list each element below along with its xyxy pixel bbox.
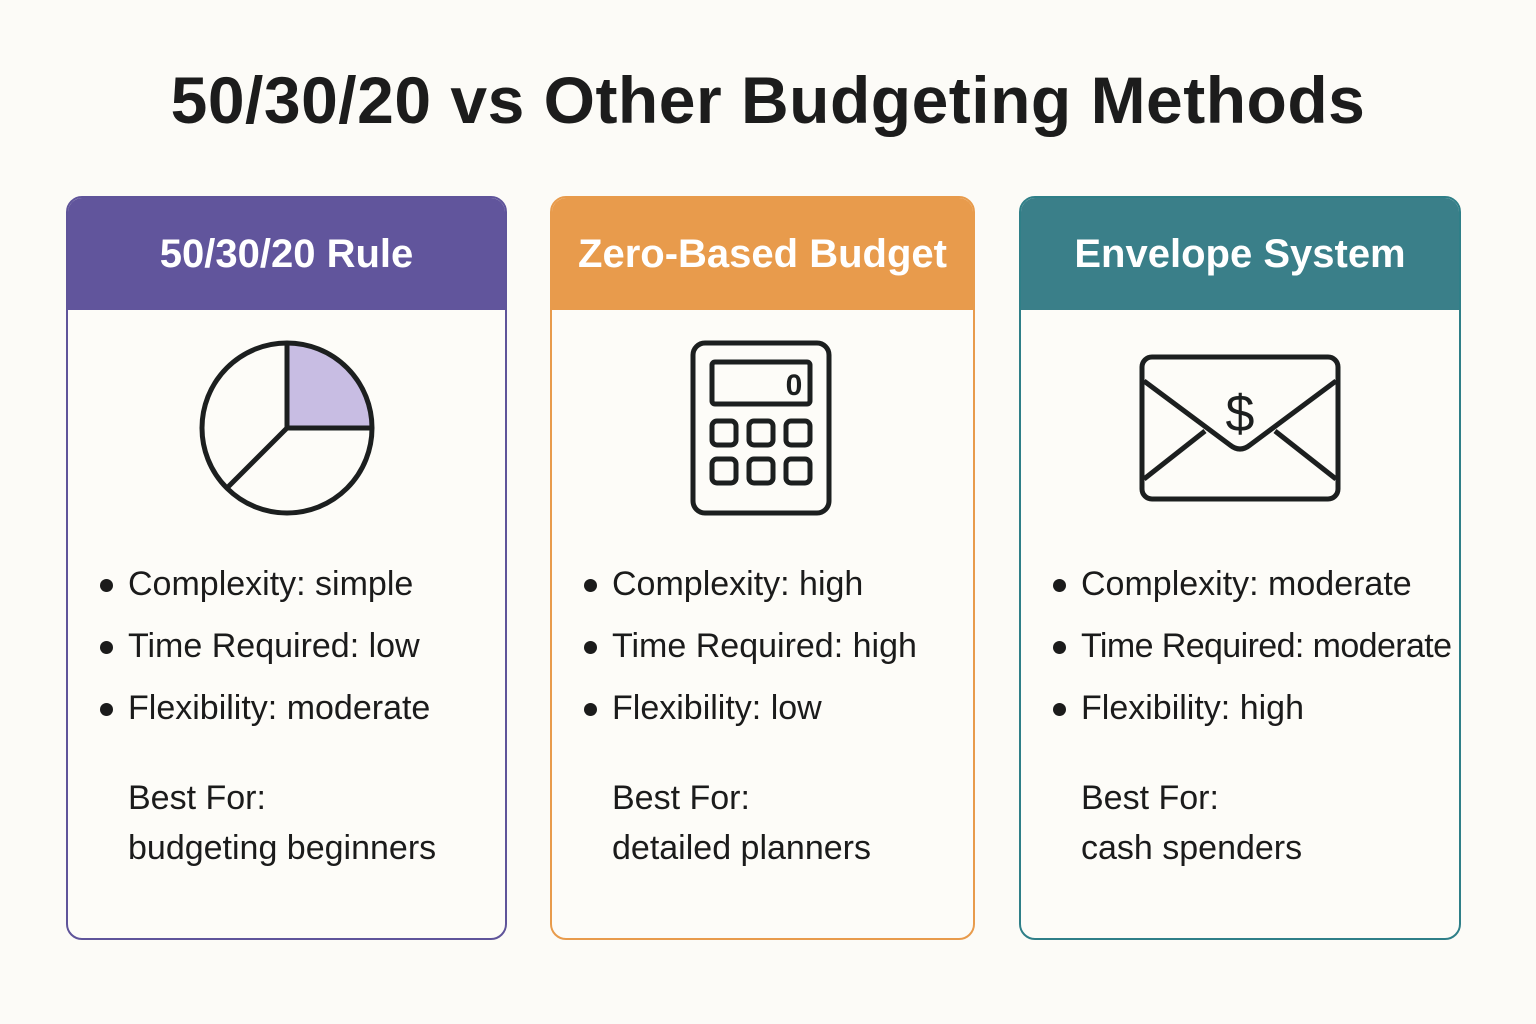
card-header: Zero-Based Budget [552, 198, 973, 310]
page-title: 50/30/20 vs Other Budgeting Methods [170, 63, 1366, 137]
attribute-time-required: Time Required: high [582, 615, 917, 677]
best-for: Best For: budgeting beginners [128, 773, 436, 873]
money-envelope-icon: $ [1021, 338, 1459, 518]
card-header: Envelope System [1021, 198, 1459, 310]
card-header: 50/30/20 Rule [68, 198, 505, 310]
attribute-list: Complexity: moderate Time Required: mode… [1051, 553, 1452, 739]
calculator-display: 0 [785, 369, 802, 402]
best-for-label: Best For: [1081, 779, 1219, 817]
attribute-flexibility: Flexibility: moderate [98, 677, 430, 739]
attribute-flexibility: Flexibility: low [582, 677, 917, 739]
attribute-time-required: Time Required: low [98, 615, 430, 677]
attribute-list: Complexity: high Time Required: high Fle… [582, 553, 917, 739]
attribute-complexity: Complexity: moderate [1051, 553, 1451, 615]
pie-chart-icon [68, 338, 505, 518]
attribute-list: Complexity: simple Time Required: low Fl… [98, 553, 430, 739]
attribute-flexibility: Flexibility: high [1051, 677, 1451, 739]
attribute-complexity: Complexity: simple [98, 553, 430, 615]
calculator-icon: 0 [552, 338, 973, 518]
card-zero-based-budget: Zero-Based Budget 0 Complexity: high Tim… [550, 196, 975, 940]
card-50-30-20-rule: 50/30/20 Rule Complexity: simple Time Re… [66, 196, 507, 940]
best-for: Best For: cash spenders [1081, 773, 1302, 873]
best-for-value: cash spenders [1081, 829, 1303, 867]
best-for-value: budgeting beginners [128, 829, 437, 867]
best-for-value: detailed planners [612, 829, 871, 867]
card-envelope-system: Envelope System $ Complexity: moderate T… [1019, 196, 1461, 940]
dollar-sign: $ [1226, 385, 1255, 443]
best-for: Best For: detailed planners [612, 773, 871, 873]
attribute-complexity: Complexity: high [582, 553, 917, 615]
best-for-label: Best For: [612, 779, 750, 817]
attribute-time-required: Time Required: moderate [1051, 615, 1452, 677]
best-for-label: Best For: [128, 779, 266, 817]
